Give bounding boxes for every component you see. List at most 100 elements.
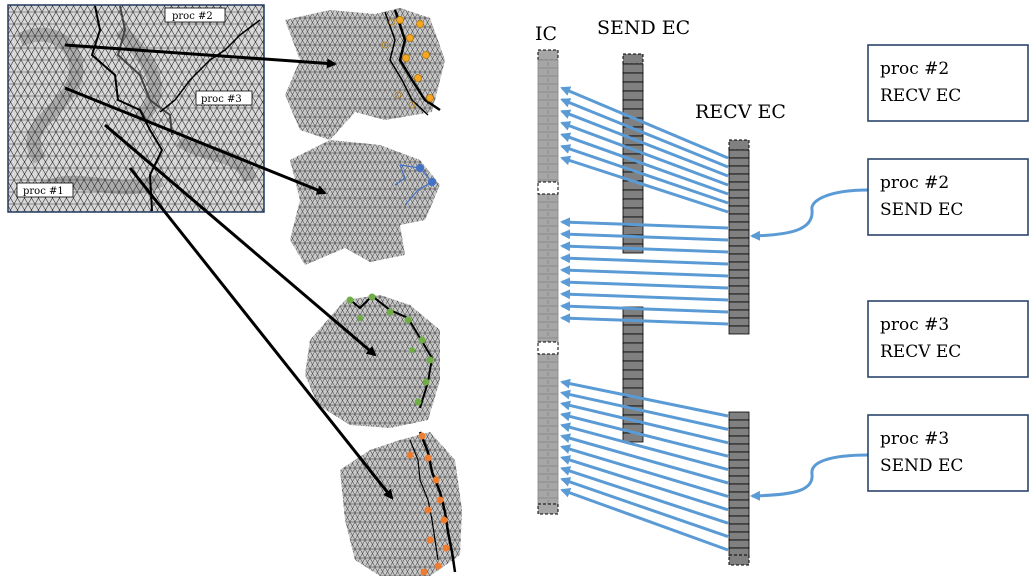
- array-cell: [728, 301, 750, 311]
- recv-ec-array-proc2: [728, 139, 750, 335]
- send-box-arrow-proc3: [750, 453, 869, 501]
- array-cell: [622, 63, 644, 74]
- recv-ic-arrow: [560, 155, 729, 214]
- array-cell: [622, 207, 644, 218]
- submesh-green: [305, 293, 440, 428]
- svg-text:RECV EC: RECV EC: [880, 86, 961, 106]
- recv-ic-arrow: [560, 98, 729, 169]
- array-cell: [622, 369, 644, 380]
- ic-array: [537, 49, 559, 515]
- submesh-proc2: [285, 8, 445, 140]
- recv-ic-arrow: [560, 144, 729, 205]
- svg-text:proc #2: proc #2: [880, 173, 949, 193]
- svg-text:proc #2: proc #2: [880, 59, 949, 79]
- recv-ic-arrow: [560, 455, 729, 512]
- domain-label-proc1: proc #1: [23, 186, 64, 197]
- mapping-arrows: [64, 43, 394, 500]
- array-cell: [728, 459, 750, 469]
- array-cell: [728, 189, 750, 199]
- array-cell: [728, 515, 750, 525]
- array-cell: [622, 90, 644, 101]
- array-cell: [622, 225, 644, 236]
- recv-ic-arrow: [560, 389, 729, 431]
- recv-to-ic-arrows: [560, 86, 729, 552]
- recv-ic-arrow: [560, 265, 729, 278]
- array-cell: [728, 475, 750, 485]
- array-cell: [728, 261, 750, 271]
- array-cell: [728, 531, 750, 541]
- domain-label-proc3: proc #3: [201, 94, 242, 105]
- array-cell: [728, 165, 750, 175]
- array-cell: [728, 325, 750, 335]
- array-cell: [728, 205, 750, 215]
- array-cell: [728, 229, 750, 239]
- array-cell: [622, 351, 644, 362]
- array-cell: [622, 198, 644, 209]
- box-proc2-recv: proc #2 RECV EC: [867, 44, 1029, 122]
- array-cell: [728, 523, 750, 533]
- send-box-arrow-proc2: [750, 188, 869, 241]
- array-cell: [622, 81, 644, 92]
- recv-ec-label: RECV EC: [695, 101, 786, 123]
- array-cell: [728, 499, 750, 509]
- array-cell: [728, 181, 750, 191]
- send-ec-label: SEND EC: [597, 17, 690, 39]
- array-cell: [622, 333, 644, 344]
- ic-label: IC: [535, 23, 557, 45]
- recv-ic-arrow: [560, 444, 729, 498]
- array-cell: [728, 317, 750, 327]
- array-cell: [728, 451, 750, 461]
- recv-ic-arrow: [560, 378, 729, 418]
- array-cell: [728, 213, 750, 223]
- submesh-orange: [340, 431, 462, 576]
- box-proc2-send: proc #2 SEND EC: [867, 158, 1029, 236]
- recv-ic-arrow: [560, 313, 729, 326]
- svg-text:RECV EC: RECV EC: [880, 342, 961, 362]
- array-cell: [622, 72, 644, 83]
- recv-ic-arrow: [560, 411, 729, 458]
- svg-text:SEND EC: SEND EC: [880, 200, 963, 220]
- array-cell: [728, 467, 750, 477]
- recv-ic-arrow: [560, 477, 729, 539]
- recv-ic-arrow: [560, 241, 729, 254]
- recv-ic-arrow: [560, 253, 729, 266]
- array-cell: [728, 221, 750, 231]
- recv-ic-arrow: [560, 132, 729, 196]
- array-cell: [728, 197, 750, 207]
- array-cell: [728, 149, 750, 159]
- array-cell: [622, 360, 644, 371]
- array-cell: [728, 269, 750, 279]
- array-cell: [622, 324, 644, 335]
- array-cell: [728, 277, 750, 287]
- recv-ic-arrow: [560, 466, 729, 525]
- array-cell: [728, 285, 750, 295]
- recv-ic-arrow: [560, 109, 729, 178]
- array-cell: [728, 253, 750, 263]
- array-cell: [728, 507, 750, 517]
- array-cell: [728, 483, 750, 493]
- recv-ic-arrow: [560, 422, 729, 472]
- recv-ic-arrow: [560, 86, 729, 160]
- svg-text:proc #3: proc #3: [880, 315, 949, 335]
- global-mesh: [7, 4, 265, 213]
- array-cell: [728, 157, 750, 167]
- svg-text:proc #3: proc #3: [880, 429, 949, 449]
- box-proc3-recv: proc #3 RECV EC: [867, 300, 1029, 378]
- recv-ic-arrow: [560, 277, 729, 290]
- recv-ic-arrow: [560, 433, 729, 485]
- recv-ic-arrow: [560, 289, 729, 302]
- array-cell: [622, 342, 644, 353]
- array-cell: [728, 245, 750, 255]
- array-cell: [728, 411, 750, 421]
- recv-ec-array-proc3: [728, 411, 750, 566]
- recv-ic-arrow: [560, 121, 729, 187]
- array-cell: [728, 539, 750, 549]
- array-cell: [728, 427, 750, 437]
- array-cell: [728, 419, 750, 429]
- recv-ic-arrow: [560, 229, 729, 242]
- array-cell: [728, 435, 750, 445]
- array-cell: [622, 189, 644, 200]
- recv-ic-arrow: [560, 488, 729, 552]
- svg-text:SEND EC: SEND EC: [880, 456, 963, 476]
- array-cell: [728, 173, 750, 183]
